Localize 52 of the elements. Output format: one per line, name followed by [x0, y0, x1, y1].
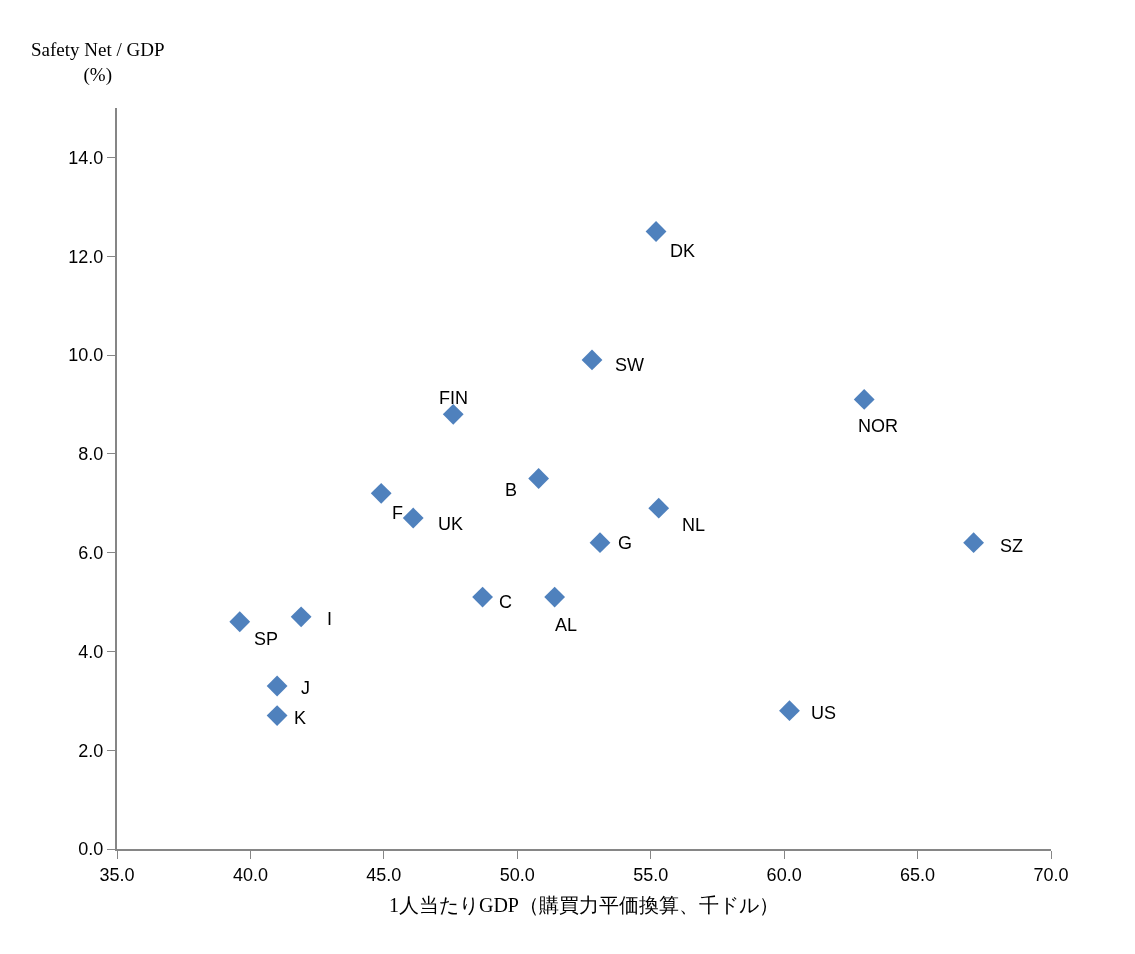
point: [528, 468, 550, 489]
y-axis-title: Safety Net / GDP (%): [31, 39, 165, 86]
annotation: UK: [438, 514, 464, 534]
point: [266, 705, 288, 727]
y-tick-label: 10.0: [68, 345, 104, 366]
x-tick-label: 65.0: [900, 864, 936, 885]
annotation: NOR: [858, 416, 898, 436]
y-tick-label: 12.0: [68, 246, 104, 267]
annotation: K: [294, 708, 307, 728]
annotation: AL: [555, 615, 578, 635]
annotation: SZ: [1000, 536, 1024, 556]
point: [290, 606, 312, 628]
annotation: SP: [254, 629, 279, 649]
point: [853, 389, 875, 410]
point: [963, 532, 985, 554]
annotation: NL: [682, 515, 706, 535]
point: [589, 532, 611, 554]
point: [442, 403, 464, 425]
x-tick-label: 45.0: [366, 864, 402, 885]
point: [581, 349, 603, 371]
x-tick-label: 55.0: [633, 864, 669, 885]
point: [370, 482, 392, 504]
point: [648, 497, 670, 519]
annotation: I: [327, 609, 333, 629]
y-tick-label: 14.0: [68, 147, 104, 168]
annotation: SW: [615, 355, 645, 375]
point: [229, 611, 251, 633]
annotation: C: [499, 592, 512, 612]
x-tick-label: 60.0: [766, 864, 802, 885]
annotation: J: [301, 678, 310, 698]
point: [779, 700, 800, 722]
x-tick-label: 50.0: [499, 864, 535, 885]
point: [472, 586, 493, 608]
annotation: G: [618, 533, 633, 553]
annotation: DK: [670, 241, 696, 261]
y-tick-label: 8.0: [78, 444, 104, 465]
x-axis-title: 1人当たりGDP（購買力平価換算、千ドル）: [388, 893, 780, 916]
point: [544, 586, 566, 608]
y-tick-label: 4.0: [78, 641, 104, 662]
annotation: US: [811, 703, 837, 723]
x-tick-label: 35.0: [99, 864, 135, 885]
x-tick-label: 70.0: [1033, 864, 1069, 885]
annotation: B: [505, 480, 518, 500]
annotation: F: [392, 503, 403, 523]
point: [402, 507, 424, 529]
y-tick-label: 0.0: [78, 839, 104, 860]
annotation: FIN: [439, 388, 468, 408]
x-tick-label: 40.0: [232, 864, 268, 885]
point: [266, 675, 288, 697]
y-tick-label: 6.0: [78, 542, 104, 563]
y-tick-label: 2.0: [78, 740, 104, 761]
point: [645, 221, 667, 242]
